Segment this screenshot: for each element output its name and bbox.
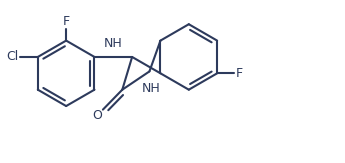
Text: NH: NH: [104, 37, 123, 50]
Text: O: O: [92, 109, 102, 122]
Text: Cl: Cl: [6, 51, 18, 63]
Text: F: F: [236, 67, 243, 80]
Text: F: F: [62, 15, 70, 28]
Text: NH: NH: [142, 82, 160, 95]
